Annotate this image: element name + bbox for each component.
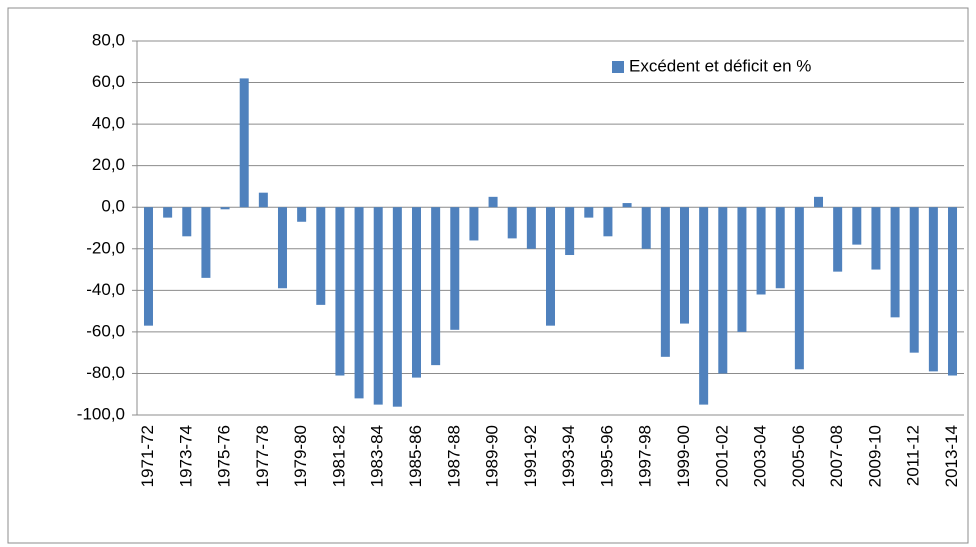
bar <box>239 78 249 208</box>
x-tick-label: 2001-02 <box>712 425 731 487</box>
bar <box>948 207 958 376</box>
x-tick-label: 2011-12 <box>904 425 923 486</box>
x-tick-label: 1975-76 <box>215 425 234 487</box>
bar <box>718 207 728 374</box>
bar <box>277 207 287 289</box>
y-tick-label: -20,0 <box>86 238 125 257</box>
bar <box>335 207 345 376</box>
y-tick-label: -60,0 <box>86 321 125 340</box>
x-tick-label: 1995-96 <box>597 425 616 487</box>
bar <box>603 207 613 237</box>
x-tick-label: 1985-86 <box>406 425 425 487</box>
bar <box>354 207 364 399</box>
x-tick-label: 1989-90 <box>483 425 502 487</box>
legend-label: Excédent et déficit en % <box>629 56 811 75</box>
bar <box>871 207 881 270</box>
bar <box>622 203 632 208</box>
bar <box>660 207 670 357</box>
y-tick-label: 60,0 <box>92 72 125 91</box>
bar <box>526 207 536 249</box>
x-tick-label: 1977-78 <box>253 425 272 487</box>
bar <box>201 207 211 278</box>
x-tick-label: 1973-74 <box>176 425 195 487</box>
y-tick-label: 80,0 <box>92 30 125 49</box>
bar <box>814 196 824 208</box>
y-tick-label: -80,0 <box>86 363 125 382</box>
x-tick-label: 1997-98 <box>636 425 655 487</box>
bar <box>507 207 517 239</box>
x-tick-label: 1981-82 <box>329 425 348 487</box>
bar <box>431 207 441 366</box>
bar <box>641 207 651 249</box>
x-tick-label: 1971-72 <box>138 425 157 487</box>
bar <box>833 207 843 272</box>
x-tick-label: 2003-04 <box>751 425 770 487</box>
bar <box>220 207 230 210</box>
y-tick-label: -100,0 <box>77 404 125 423</box>
y-tick-label: -40,0 <box>86 280 125 299</box>
bar <box>488 196 498 208</box>
x-tick-label: 1999-00 <box>674 425 693 487</box>
bar <box>775 207 785 289</box>
bar <box>182 207 192 237</box>
y-tick-label: 20,0 <box>92 155 125 174</box>
bar <box>316 207 326 305</box>
bar <box>143 207 153 326</box>
x-tick-label: 2013-14 <box>942 425 961 487</box>
bar <box>297 207 307 222</box>
x-tick-label: 2005-06 <box>789 425 808 487</box>
x-tick-label: 2007-08 <box>827 425 846 487</box>
y-tick-label: 0,0 <box>101 197 125 216</box>
x-tick-label: 1983-84 <box>368 425 387 487</box>
bar <box>737 207 747 332</box>
bar <box>756 207 766 295</box>
legend-swatch <box>612 61 624 73</box>
bar <box>450 207 460 330</box>
bar <box>373 207 383 405</box>
bar <box>163 207 173 218</box>
x-tick-label: 1979-80 <box>291 425 310 487</box>
bar <box>392 207 402 407</box>
bar <box>546 207 555 326</box>
bar <box>852 207 862 245</box>
bar <box>928 207 938 372</box>
bar <box>258 192 268 208</box>
x-tick-label: 2009-10 <box>865 425 884 487</box>
bar <box>565 207 575 256</box>
x-tick-label: 1987-88 <box>444 425 463 487</box>
bar <box>680 207 690 324</box>
x-tick-label: 1991-92 <box>521 425 540 487</box>
x-tick-label: 1993-94 <box>559 425 578 487</box>
bar <box>890 207 900 318</box>
chart-border <box>7 7 969 544</box>
bar <box>794 207 804 370</box>
y-tick-label: 40,0 <box>92 114 125 133</box>
bar <box>411 207 421 378</box>
bar <box>584 207 594 218</box>
bar <box>699 207 709 405</box>
bar <box>909 207 919 353</box>
bar <box>469 207 479 241</box>
